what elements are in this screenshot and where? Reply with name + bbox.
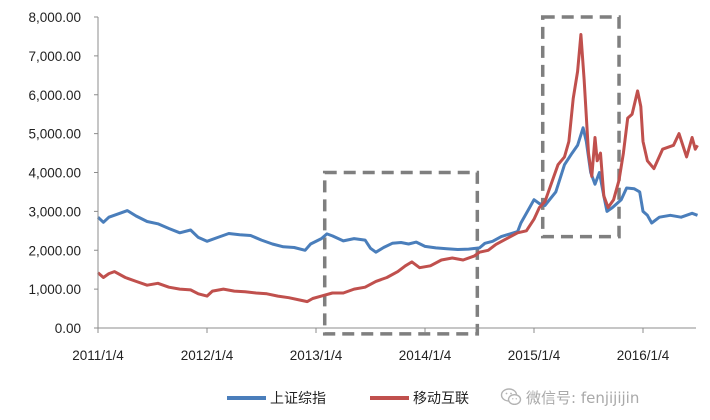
y-tick-label: 3,000.00 (28, 204, 81, 219)
y-tick-label: 5,000.00 (28, 127, 81, 142)
watermark-text: 微信号: fenjijijin (526, 388, 640, 407)
y-tick-label: 0.00 (55, 321, 81, 336)
y-tick-labels: 0.00 1,000.00 2,000.00 3,000.00 4,000.00 5,00… (28, 10, 98, 336)
x-tick-labels: 2011/1/4 2012/1/4 2013/1/4 2014/1/4 2015/1/4… (72, 328, 670, 363)
y-tick-label: 6,000.00 (28, 88, 81, 103)
x-tick-label: 2015/1/4 (508, 348, 561, 363)
watermark: 微信号: fenjijijin (500, 385, 639, 409)
y-tick-label: 8,000.00 (28, 10, 81, 25)
x-tick-label: 2013/1/4 (290, 348, 343, 363)
x-tick-label: 2012/1/4 (181, 348, 234, 363)
series-lines (96, 33, 699, 304)
y-tick-label: 1,000.00 (28, 282, 81, 297)
wechat-icon (500, 388, 522, 406)
series-line-0 (96, 126, 699, 254)
y-tick-label: 7,000.00 (28, 49, 81, 64)
legend-label-shangzheng: 上证综指 (270, 391, 326, 407)
highlight-box (540, 15, 621, 239)
y-tick-label: 2,000.00 (28, 243, 81, 258)
x-tick-label: 2014/1/4 (399, 348, 452, 363)
legend: 上证综指 移动互联 (227, 391, 469, 407)
legend-label-yidonghulian: 移动互联 (413, 391, 469, 407)
x-tick-label: 2016/1/4 (617, 348, 670, 363)
y-tick-label: 4,000.00 (28, 166, 81, 181)
highlight-box (322, 170, 480, 336)
axes (97, 17, 696, 329)
x-tick-label: 2011/1/4 (72, 348, 124, 363)
series-line-1 (97, 33, 699, 304)
